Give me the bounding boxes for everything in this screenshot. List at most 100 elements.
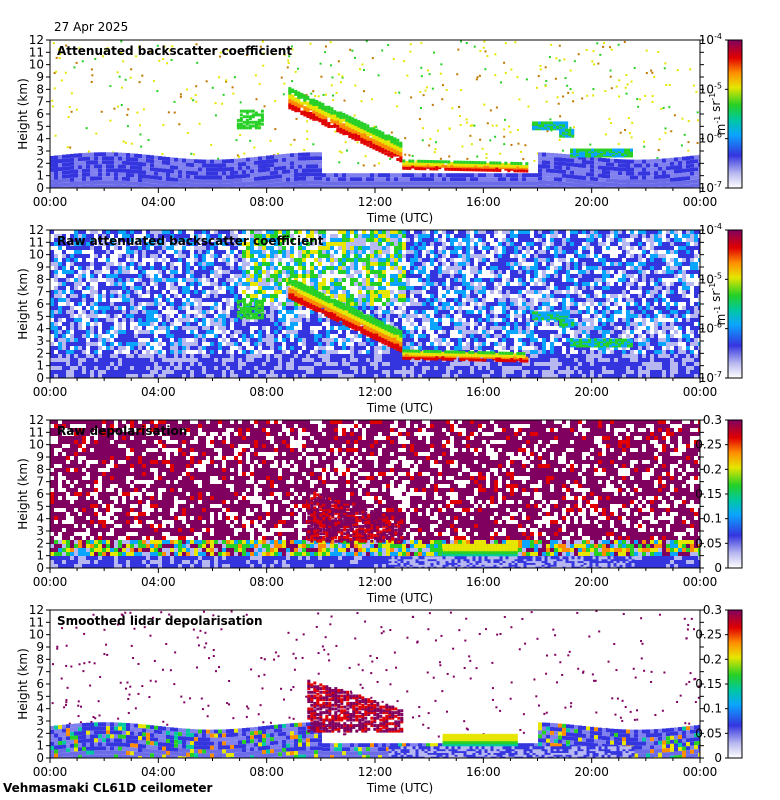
- y-tick-label: 10: [29, 628, 44, 642]
- y-tick-label: 9: [36, 260, 44, 274]
- x-tick-label: 12:00: [358, 765, 393, 779]
- y-tick-label: 11: [29, 425, 44, 439]
- colorbar-tick-label: 0.25: [695, 628, 722, 642]
- colorbar-tick-label: 10-4: [699, 222, 722, 237]
- y-tick-label: 6: [36, 677, 44, 691]
- y-tick-label: 3: [36, 524, 44, 538]
- colorbar-tick-label: 0.3: [703, 603, 722, 617]
- x-tick-label: 08:00: [249, 385, 284, 399]
- y-tick-label: 7: [36, 285, 44, 299]
- colorbar-tick-label: 0.25: [695, 438, 722, 452]
- y-tick-label: 3: [36, 334, 44, 348]
- x-tick-label: 00:00: [33, 765, 68, 779]
- y-tick-label: 2: [36, 346, 44, 360]
- x-tick-label: 08:00: [249, 575, 284, 589]
- x-tick-label: 16:00: [466, 385, 501, 399]
- colorbar-tick-label: 0.3: [703, 413, 722, 427]
- x-tick-label: 12:00: [358, 385, 393, 399]
- x-tick-label: 00:00: [683, 195, 718, 209]
- x-tick-label: 16:00: [466, 195, 501, 209]
- y-tick-label: 8: [36, 272, 44, 286]
- colorbar-tick-label: 0: [714, 751, 722, 765]
- x-tick-label: 00:00: [33, 575, 68, 589]
- x-tick-label: 08:00: [249, 195, 284, 209]
- y-tick-label: 2: [36, 156, 44, 170]
- panel-2: Raw attenuated backscatter coefficient01…: [16, 222, 743, 415]
- colorbar-unit-label: m-1 sr-1: [708, 283, 728, 326]
- colorbar: [727, 229, 743, 379]
- y-tick-label: 1: [36, 739, 44, 753]
- y-tick-label: 5: [36, 309, 44, 323]
- y-axis-label: Height (km): [16, 458, 30, 529]
- y-tick-label: 1: [36, 549, 44, 563]
- y-tick-label: 7: [36, 95, 44, 109]
- x-tick-label: 12:00: [358, 575, 393, 589]
- colorbar-tick-label: 10-7: [699, 180, 722, 195]
- x-axis-label: Time (UTC): [366, 211, 433, 225]
- y-axis-label: Height (km): [16, 268, 30, 339]
- colorbar-tick-label: 0.2: [703, 652, 722, 666]
- colorbar-tick-label: 0: [714, 561, 722, 575]
- y-tick-label: 9: [36, 70, 44, 84]
- y-tick-label: 6: [36, 487, 44, 501]
- x-tick-label: 20:00: [574, 575, 609, 589]
- panel-1: Attenuated backscatter coefficient012345…: [16, 32, 743, 225]
- panel-4: Smoothed lidar depolarisation01234567891…: [16, 603, 743, 795]
- y-tick-label: 7: [36, 665, 44, 679]
- y-tick-label: 0: [36, 751, 44, 765]
- x-tick-label: 12:00: [358, 195, 393, 209]
- x-axis-label: Time (UTC): [366, 401, 433, 415]
- colorbar-tick-label: 10-7: [699, 370, 722, 385]
- y-tick-label: 12: [29, 413, 44, 427]
- y-tick-label: 10: [29, 438, 44, 452]
- plot-area: [50, 230, 700, 378]
- y-tick-label: 8: [36, 462, 44, 476]
- colorbar-tick-label: 10-5: [699, 271, 722, 286]
- y-axis-label: Height (km): [16, 78, 30, 149]
- x-tick-label: 04:00: [141, 765, 176, 779]
- colorbar-tick-label: 0.1: [703, 702, 722, 716]
- y-tick-label: 8: [36, 82, 44, 96]
- plot-area: [50, 420, 700, 568]
- y-tick-label: 3: [36, 144, 44, 158]
- y-tick-label: 3: [36, 714, 44, 728]
- y-tick-label: 1: [36, 359, 44, 373]
- colorbar-tick-label: 10-6: [699, 131, 722, 146]
- x-axis-label: Time (UTC): [366, 781, 433, 795]
- y-tick-label: 5: [36, 119, 44, 133]
- y-tick-label: 4: [36, 322, 44, 336]
- y-tick-label: 2: [36, 536, 44, 550]
- x-tick-label: 20:00: [574, 765, 609, 779]
- y-tick-label: 9: [36, 450, 44, 464]
- panel-3: Raw depolarisation0123456789101112Height…: [16, 413, 743, 605]
- colorbar-tick-label: 10-6: [699, 321, 722, 336]
- y-tick-label: 4: [36, 512, 44, 526]
- y-tick-label: 4: [36, 702, 44, 716]
- x-tick-label: 08:00: [249, 765, 284, 779]
- date-label: 27 Apr 2025: [54, 20, 129, 34]
- plot-area: [50, 40, 700, 188]
- y-tick-label: 2: [36, 726, 44, 740]
- colorbar-tick-label: 10-4: [699, 32, 722, 47]
- x-tick-label: 00:00: [683, 385, 718, 399]
- y-tick-label: 9: [36, 640, 44, 654]
- x-tick-label: 00:00: [683, 765, 718, 779]
- colorbar-tick-label: 10-5: [699, 81, 722, 96]
- x-tick-label: 04:00: [141, 575, 176, 589]
- y-tick-label: 12: [29, 33, 44, 47]
- panel-title: Raw attenuated backscatter coefficient: [57, 234, 324, 248]
- y-tick-label: 11: [29, 615, 44, 629]
- plot-area: [50, 610, 700, 758]
- x-tick-label: 16:00: [466, 765, 501, 779]
- colorbar-tick-label: 0.05: [695, 726, 722, 740]
- y-tick-label: 12: [29, 223, 44, 237]
- colorbar-tick-label: 0.2: [703, 462, 722, 476]
- colorbar-tick-label: 0.1: [703, 512, 722, 526]
- panel-title: Raw depolarisation: [57, 424, 187, 438]
- colorbar-tick-label: 0.15: [695, 677, 722, 691]
- y-tick-label: 5: [36, 689, 44, 703]
- y-tick-label: 8: [36, 652, 44, 666]
- x-tick-label: 00:00: [33, 195, 68, 209]
- y-tick-label: 0: [36, 371, 44, 385]
- instrument-label: Vehmasmaki CL61D ceilometer: [3, 781, 213, 795]
